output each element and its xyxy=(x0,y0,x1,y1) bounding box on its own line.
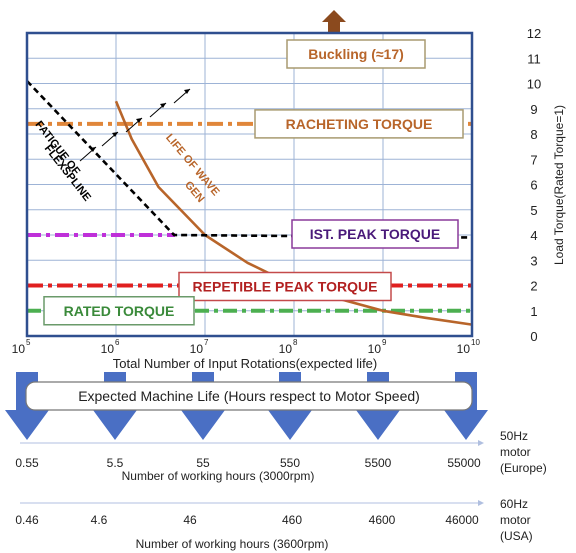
level-label-box-rated xyxy=(43,296,195,326)
y-tick-label: 7 xyxy=(530,152,537,167)
x-tick-base: 10 xyxy=(457,342,471,356)
europe-hours-value: 55 xyxy=(196,456,210,470)
usa-hours-caption: Number of working hours (3600rpm) xyxy=(136,537,329,551)
europe-motor-label: motor xyxy=(500,445,531,459)
usa-axis-arrowhead xyxy=(478,500,484,506)
x-tick-exp: 10 xyxy=(471,338,480,347)
y-tick-label: 1 xyxy=(530,304,537,319)
buckling-label: Buckling (≈17) xyxy=(308,46,404,62)
y-axis-label: Load Torque(Rated Torque=1) xyxy=(552,105,566,265)
y-tick-label: 2 xyxy=(530,279,537,294)
europe-hours-value: 0.55 xyxy=(15,456,39,470)
europe-hours-value: 5500 xyxy=(365,456,392,470)
usa-motor-label: 60Hz xyxy=(500,497,528,511)
sensitivity-arrowhead xyxy=(160,103,166,108)
level-label-box-racheting xyxy=(254,109,464,139)
x-tick-exp: 9 xyxy=(382,338,387,347)
x-tick-base: 10 xyxy=(279,342,293,356)
europe-motor-label: (Europe) xyxy=(500,461,547,475)
level-label-box-repetible xyxy=(178,271,392,302)
europe-hours-value: 5.5 xyxy=(107,456,124,470)
x-tick-base: 10 xyxy=(101,342,115,356)
y-tick-label: 8 xyxy=(530,127,537,142)
y-tick-label: 3 xyxy=(530,253,537,268)
machine-life-banner: Expected Machine Life (Hours respect to … xyxy=(78,388,420,404)
buckling-arrow-icon xyxy=(322,10,346,33)
plot-frame xyxy=(25,31,474,338)
y-tick-label: 6 xyxy=(530,178,537,193)
europe-axis-arrowhead xyxy=(478,440,484,446)
x-tick-base: 10 xyxy=(368,342,382,356)
x-tick-exp: 5 xyxy=(26,338,31,347)
x-tick-exp: 6 xyxy=(115,338,120,347)
usa-hours-value: 4.6 xyxy=(91,513,108,527)
europe-motor-label: 50Hz xyxy=(500,429,528,443)
y-tick-label: 9 xyxy=(530,102,537,117)
usa-hours-value: 4600 xyxy=(369,513,396,527)
europe-hours-value: 550 xyxy=(280,456,300,470)
level-label-repetible: REPETIBLE PEAK TORQUE xyxy=(193,279,378,295)
x-tick-exp: 7 xyxy=(204,338,209,347)
usa-motor-label: (USA) xyxy=(500,529,533,543)
buckling-label-box xyxy=(286,39,426,69)
x-tick-base: 10 xyxy=(12,342,26,356)
usa-hours-value: 46 xyxy=(183,513,197,527)
usa-hours-value: 46000 xyxy=(445,513,479,527)
level-label-rated: RATED TORQUE xyxy=(64,303,175,319)
usa-motor-label: motor xyxy=(500,513,531,527)
x-axis-label: Total Number of Input Rotations(expected… xyxy=(113,356,377,371)
usa-hours-value: 460 xyxy=(282,513,302,527)
x-tick-exp: 8 xyxy=(293,338,298,347)
europe-hours-value: 55000 xyxy=(447,456,481,470)
sensitivity-arrowhead xyxy=(112,132,118,137)
y-tick-label: 5 xyxy=(530,203,537,218)
level-label-peak: IST. PEAK TORQUE xyxy=(310,226,440,242)
sensitivity-arrowhead xyxy=(184,89,190,94)
y-tick-label: 0 xyxy=(530,329,537,344)
level-label-racheting: RACHETING TORQUE xyxy=(286,116,433,132)
sensitivity-arrowhead xyxy=(90,147,96,152)
y-tick-label: 11 xyxy=(527,51,541,66)
usa-hours-value: 0.46 xyxy=(15,513,39,527)
sensitivity-arrowhead xyxy=(136,118,142,123)
y-tick-label: 10 xyxy=(527,77,541,92)
grid xyxy=(27,33,472,336)
machine-life-banner-box xyxy=(25,381,473,411)
y-tick-label: 4 xyxy=(530,228,537,243)
level-label-box-peak xyxy=(291,219,459,249)
europe-hours-caption: Number of working hours (3000rpm) xyxy=(122,469,315,483)
x-tick-base: 10 xyxy=(190,342,204,356)
machine-life-section: Expected Machine Life (Hours respect to … xyxy=(5,372,547,551)
y-tick-label: 12 xyxy=(527,26,541,41)
